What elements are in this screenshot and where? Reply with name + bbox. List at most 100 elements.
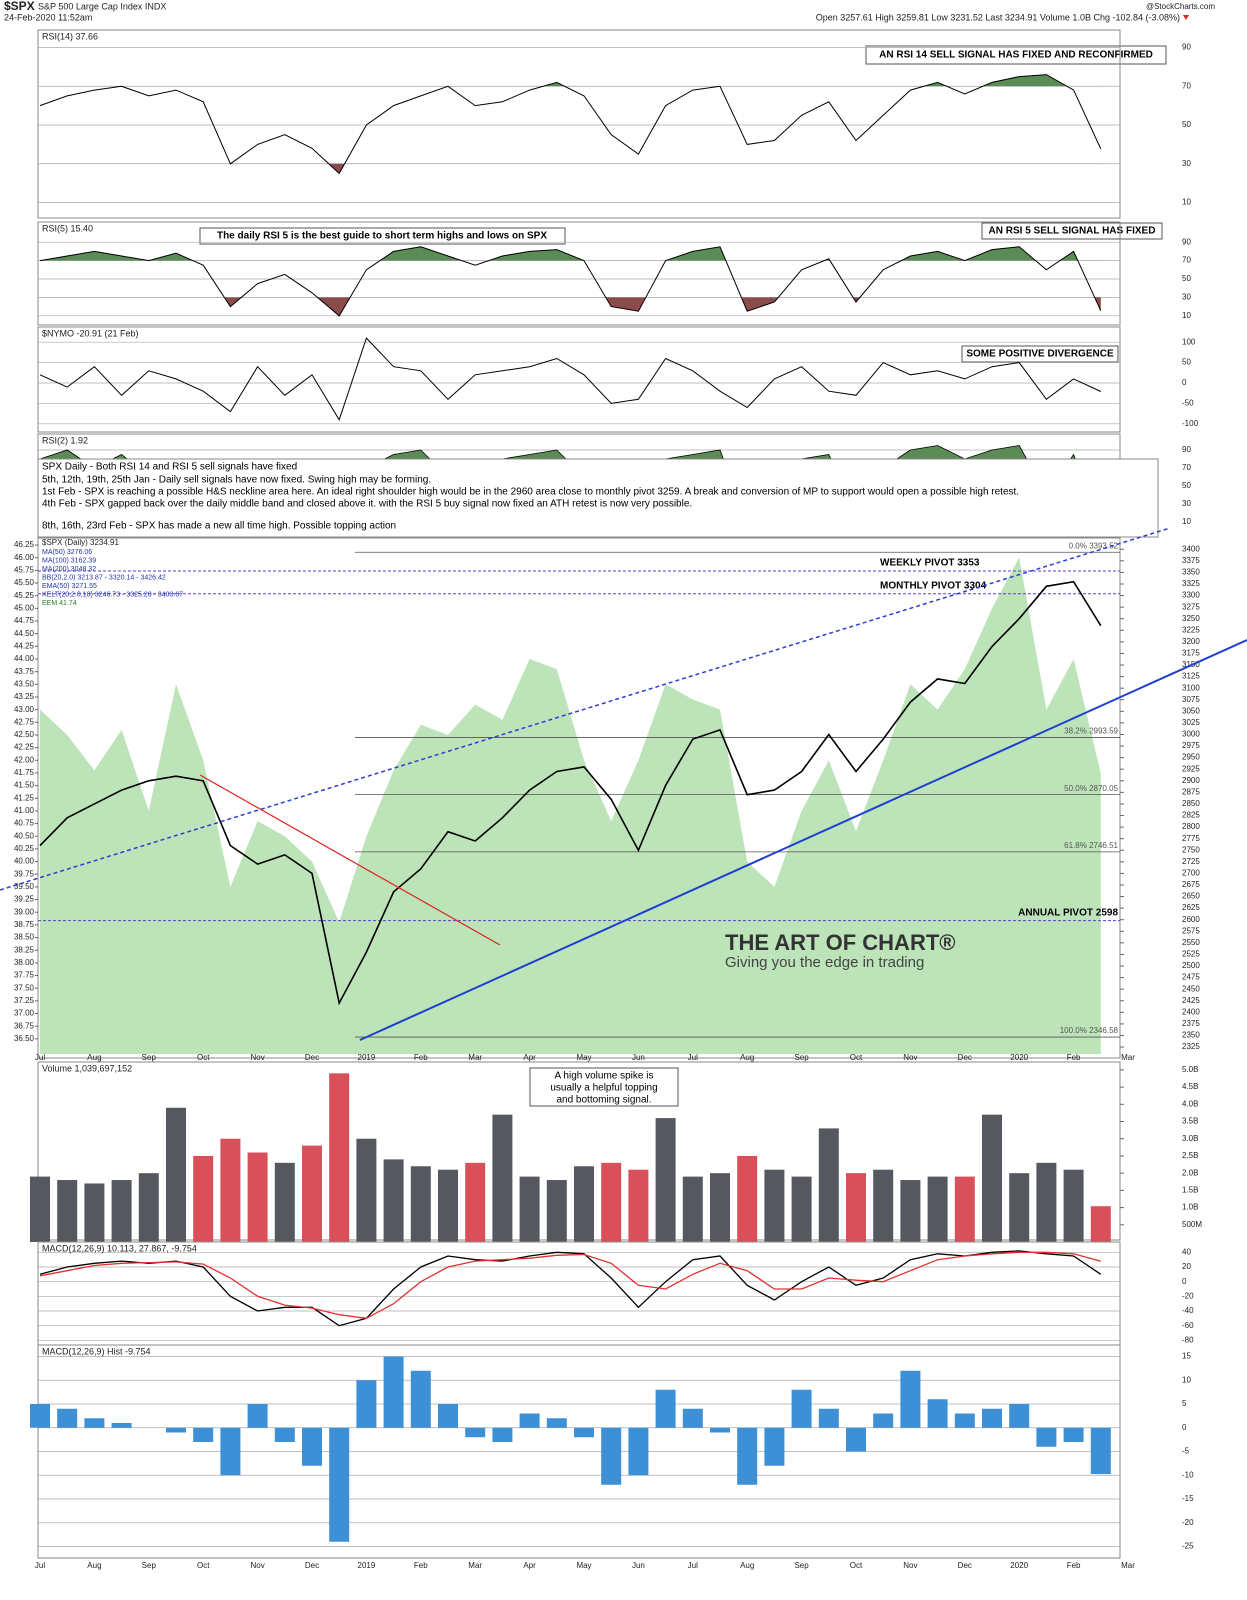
y2-tick-label: 44.50 (14, 629, 35, 638)
y2-tick-label: 41.50 (14, 781, 35, 790)
y-tick-label: 90 (1182, 43, 1191, 52)
x-tick-label: Jun (632, 1561, 645, 1570)
down-arrow (1183, 15, 1189, 20)
bar (791, 1176, 812, 1242)
bar (84, 1183, 105, 1242)
bar (438, 1404, 458, 1428)
y-tick-label: 2400 (1182, 1007, 1200, 1016)
y2-tick-label: 36.75 (14, 1021, 35, 1030)
bar (764, 1427, 785, 1466)
x-tick-label: Sep (142, 1561, 157, 1570)
y-tick-label: 2450 (1182, 984, 1200, 993)
y2-tick-label: 40.00 (14, 857, 35, 866)
y-tick-label: 3.0B (1182, 1134, 1198, 1143)
bar (737, 1427, 758, 1485)
y-tick-label: 1.0B (1182, 1203, 1198, 1212)
x-tick-label: Aug (87, 1053, 101, 1062)
annotation-box (199, 227, 566, 245)
y-tick-label: 3200 (1182, 637, 1200, 646)
y2-tick-label: 40.50 (14, 831, 35, 840)
y-tick-label: 4.0B (1182, 1099, 1198, 1108)
y-tick-label: -25 (1182, 1542, 1194, 1551)
y-tick-label: 30 (1182, 499, 1191, 508)
line (39, 1250, 1102, 1327)
y-tick-label: 2675 (1182, 880, 1200, 889)
y2-tick-label: 45.00 (14, 603, 35, 612)
y-tick-label: 0 (1182, 378, 1187, 387)
y2-tick-label: 41.25 (14, 793, 35, 802)
y-tick-label: 90 (1182, 445, 1191, 454)
y-tick-label: 2700 (1182, 869, 1200, 878)
bar (655, 1118, 676, 1242)
bar (764, 1169, 785, 1242)
x-tick-label: May (576, 1053, 591, 1062)
bar (111, 1423, 132, 1428)
x-tick-label: 2019 (358, 1561, 376, 1570)
trend-line (0, 527, 1171, 891)
bar (574, 1427, 594, 1438)
x-tick-label: Apr (523, 1053, 536, 1062)
bar (492, 1114, 513, 1242)
bar (982, 1408, 1002, 1428)
bar (247, 1152, 268, 1242)
bar (710, 1173, 730, 1242)
y2-tick-label: 44.00 (14, 654, 35, 663)
y-tick-label: 2900 (1182, 776, 1200, 785)
bar (818, 1408, 839, 1428)
x-tick-label: Aug (87, 1561, 101, 1570)
annotation: AN RSI 5 SELL SIGNAL HAS FIXED (989, 226, 1156, 237)
y-tick-label: 2650 (1182, 892, 1200, 901)
trend-line (359, 639, 1247, 1041)
bar (818, 1128, 839, 1242)
bar (737, 1155, 758, 1242)
y-tick-label: 2500 (1182, 961, 1200, 970)
y-tick-label: 3375 (1182, 556, 1200, 565)
logo-tagline: Giving you the edge in trading (725, 954, 924, 971)
bar (1090, 1427, 1111, 1475)
y-tick-label: 2425 (1182, 996, 1200, 1005)
y-tick-label: 3050 (1182, 706, 1200, 715)
bar (927, 1399, 948, 1428)
line (39, 337, 1102, 421)
y-tick-label: -80 (1182, 1335, 1194, 1344)
bar (1009, 1404, 1030, 1428)
y2-tick-label: 37.25 (14, 996, 35, 1005)
fib-label: 61.8% 2746.51 (1064, 841, 1118, 850)
y-tick-label: 5.0B (1182, 1065, 1198, 1074)
y-tick-label: 2975 (1182, 741, 1200, 750)
bar (410, 1370, 431, 1428)
y-tick-label: 70 (1182, 256, 1191, 265)
y-tick-label: -60 (1182, 1321, 1194, 1330)
fib-label: 0.0% 3393.52 (1069, 541, 1119, 550)
symbol: $SPX (4, 0, 35, 13)
note: 4th Feb - SPX gapped back over the daily… (42, 499, 692, 510)
bar (574, 1166, 594, 1242)
annotation: AN RSI 14 SELL SIGNAL HAS FIXED AND RECO… (879, 50, 1153, 61)
y-tick-label: 2925 (1182, 764, 1200, 773)
x-tick-label: Feb (414, 1053, 428, 1062)
bar (383, 1356, 404, 1428)
y-tick-label: 2850 (1182, 799, 1200, 808)
bar (356, 1380, 377, 1428)
bar (982, 1114, 1002, 1242)
legend-entry: $SPX (Daily) 3234.91 (42, 538, 119, 547)
bar (166, 1427, 186, 1433)
y-tick-label: 2350 (1182, 1031, 1200, 1040)
x-tick-label: Jun (632, 1053, 645, 1062)
y2-tick-label: 38.75 (14, 920, 35, 929)
y-tick-label: 3225 (1182, 625, 1200, 634)
y-tick-label: 70 (1182, 463, 1191, 472)
fib-label: 100.0% 2346.58 (1060, 1026, 1119, 1035)
y-tick-label: 3175 (1182, 649, 1200, 658)
panel-title: MACD(12,26,9) Hist -9.754 (42, 1346, 151, 1356)
y-tick-label: -5 (1182, 1447, 1190, 1456)
note: 5th, 12th, 19th, 25th Jan - Daily sell s… (42, 475, 431, 486)
bar (954, 1413, 975, 1428)
y2-tick-label: 42.75 (14, 717, 35, 726)
x-tick-label: Dec (958, 1053, 972, 1062)
bar (846, 1427, 866, 1452)
y-tick-label: 2775 (1182, 834, 1200, 843)
y-tick-label: 2825 (1182, 811, 1200, 820)
annotation: usually a helpful topping (550, 1083, 657, 1094)
y2-tick-label: 45.75 (14, 565, 35, 574)
